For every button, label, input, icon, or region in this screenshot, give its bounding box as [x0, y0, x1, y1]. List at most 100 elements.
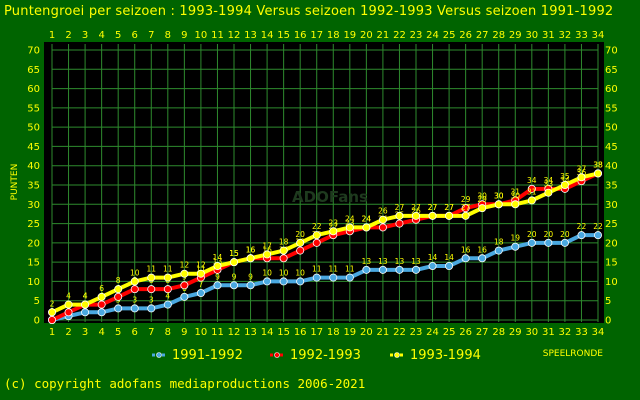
x-tick-label-top: 27: [476, 30, 489, 41]
data-point: [527, 184, 536, 193]
gridlines: [51, 44, 599, 322]
y-tick-label-left: 40: [27, 161, 40, 172]
data-point: [163, 285, 172, 294]
x-tick-label-top: 16: [294, 30, 307, 41]
data-label: 4: [165, 292, 170, 301]
y-tick-label-right: 50: [605, 123, 618, 134]
x-tick-label-top: 9: [181, 30, 187, 41]
data-point: [577, 231, 586, 240]
data-point: [329, 273, 338, 282]
data-point: [395, 211, 404, 220]
data-point: [180, 281, 189, 290]
data-label: 20: [295, 230, 305, 239]
x-tick-label-top: 23: [410, 30, 423, 41]
x-tick-label-top: 34: [592, 30, 605, 41]
data-label: 16: [246, 245, 256, 254]
x-tick-label-bottom: 28: [492, 327, 505, 338]
data-label: 11: [345, 265, 355, 274]
data-label: 30: [477, 191, 487, 200]
y-tick-label-left: 70: [27, 46, 40, 57]
series-line-1991-1992: [51, 233, 598, 322]
plot-area: [44, 42, 604, 323]
data-label: 27: [444, 203, 454, 212]
legend-label: 1992-1993: [290, 348, 361, 363]
data-point: [196, 269, 205, 278]
data-point: [296, 277, 305, 286]
data-point: [147, 285, 156, 294]
data-point: [97, 300, 106, 309]
chart-title: Puntengroei per seizoen : 1993-1994 Vers…: [4, 4, 614, 19]
data-label: 16: [246, 245, 256, 254]
data-point: [428, 261, 437, 270]
data-point: [130, 285, 139, 294]
x-tick-label-top: 11: [211, 30, 224, 41]
x-tick-label-bottom: 25: [443, 327, 456, 338]
x-tick-label-bottom: 1: [49, 327, 55, 338]
data-point: [594, 169, 603, 178]
data-label: 22: [593, 222, 603, 231]
data-label: 14: [444, 253, 454, 262]
data-label: 13: [362, 257, 372, 266]
x-tick-label-top: 3: [82, 30, 88, 41]
x-tick-label-bottom: 31: [542, 327, 555, 338]
data-point: [296, 238, 305, 247]
y-tick-label-left: 55: [27, 103, 40, 114]
data-point: [147, 273, 156, 282]
data-label: 15: [229, 249, 239, 258]
data-label: 9: [248, 272, 253, 281]
data-label: 11: [328, 265, 338, 274]
y-tick-label-left: 50: [27, 123, 40, 134]
data-label: 13: [395, 257, 405, 266]
y-tick-label-right: 35: [605, 181, 618, 192]
legend-label: 1993-1994: [410, 348, 481, 363]
data-label: 14: [428, 253, 438, 262]
data-label: 10: [295, 268, 305, 277]
x-tick-label-bottom: 14: [261, 327, 274, 338]
data-label: 6: [99, 284, 104, 293]
x-tick-label-top: 18: [327, 30, 340, 41]
y-tick-label-right: 45: [605, 142, 618, 153]
data-label: 30: [510, 191, 520, 200]
data-label: 38: [593, 160, 603, 169]
data-label: 20: [544, 230, 554, 239]
data-point: [130, 277, 139, 286]
data-point: [130, 304, 139, 313]
data-point: [511, 242, 520, 251]
data-point: [478, 254, 487, 263]
data-label: 13: [411, 257, 421, 266]
y-tick-label-left: 10: [27, 277, 40, 288]
data-point: [445, 261, 454, 270]
x-tick-label-bottom: 27: [476, 327, 489, 338]
data-point: [378, 215, 387, 224]
data-label: 24: [362, 214, 372, 223]
data-point: [196, 288, 205, 297]
x-tick-label-top: 1: [49, 30, 55, 41]
y-tick-label-left: 45: [27, 142, 40, 153]
x-tick-label-top: 4: [98, 30, 104, 41]
data-point: [246, 254, 255, 263]
data-label: 27: [395, 203, 405, 212]
x-tick-label-bottom: 6: [132, 327, 138, 338]
data-point: [213, 261, 222, 270]
data-point: [213, 281, 222, 290]
data-point: [378, 265, 387, 274]
x-tick-label-top: 17: [310, 30, 323, 41]
data-point: [411, 265, 420, 274]
x-tick-label-bottom: 29: [509, 327, 522, 338]
data-point: [279, 246, 288, 255]
x-tick-label-top: 10: [195, 30, 208, 41]
data-label: 14: [213, 253, 223, 262]
x-tick-label-bottom: 13: [244, 327, 257, 338]
x-tick-label-top: 8: [165, 30, 171, 41]
data-label: 19: [510, 234, 520, 243]
data-label: 4: [83, 292, 88, 301]
data-label: 30: [494, 191, 504, 200]
x-tick-label-bottom: 34: [592, 327, 605, 338]
y-tick-label-left: 65: [27, 65, 40, 76]
data-label: 7: [199, 280, 204, 289]
data-label: 10: [279, 268, 289, 277]
x-tick-label-top: 2: [65, 30, 71, 41]
legend-item-1993-1994: 1993-1994: [390, 348, 481, 363]
y-tick-label-right: 70: [605, 46, 618, 57]
